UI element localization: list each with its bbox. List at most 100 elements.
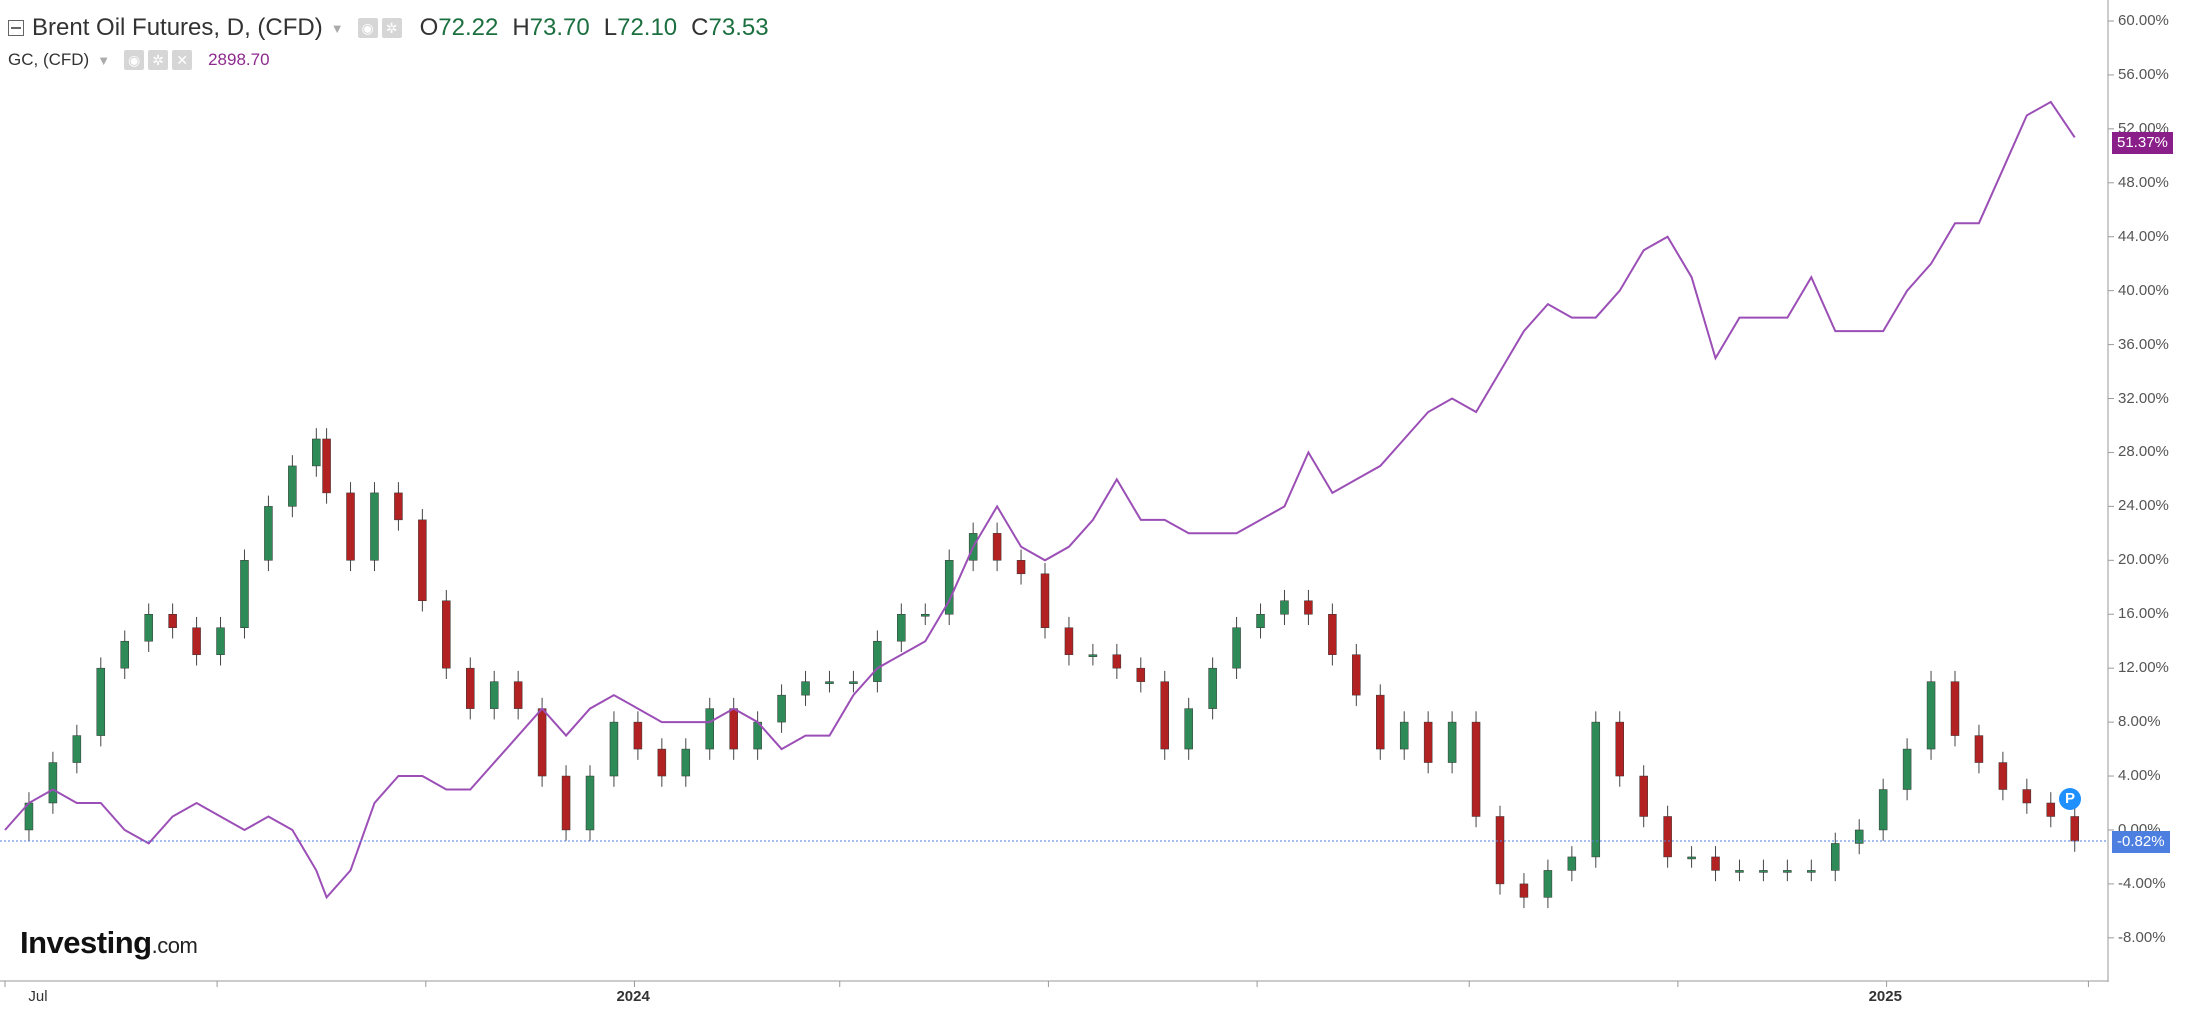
y-tick-label: 60.00%	[2118, 12, 2169, 29]
brent-candle-body	[1232, 627, 1241, 669]
gc-last-value-badge: 51.37%	[2112, 132, 2173, 154]
brent-candle-body	[897, 613, 906, 642]
brent-candle-body	[777, 694, 786, 723]
brent-candle-body	[322, 438, 331, 494]
brent-candle-body	[288, 465, 297, 507]
event-marker[interactable]: P	[2059, 788, 2081, 810]
y-tick-label: 48.00%	[2118, 173, 2169, 191]
y-tick-label: 36.00%	[2118, 335, 2169, 353]
y-tick-label: 12.00%	[2118, 659, 2169, 677]
chevron-down-icon[interactable]: ▼	[330, 20, 344, 36]
y-tick-label: 44.00%	[2118, 227, 2169, 245]
brent-candle-body	[1878, 789, 1888, 831]
eye-icon[interactable]: ◉	[124, 50, 145, 70]
brent-candle-body	[370, 492, 379, 561]
brent-candle-body	[1711, 856, 1720, 871]
y-tick-label: 32.00%	[2118, 389, 2169, 407]
brent-candle-body	[1998, 762, 2008, 790]
brent-candle-body	[1184, 708, 1193, 750]
y-tick-label: 28.00%	[2118, 443, 2169, 461]
logo-main: Investing	[20, 925, 152, 960]
brent-candle-body	[1567, 856, 1577, 871]
brent-candle-body	[1519, 883, 1529, 898]
brent-candle-body	[1950, 681, 1960, 736]
gear-icon[interactable]: ✲	[148, 50, 169, 70]
brent-candle-body	[1160, 681, 1169, 750]
open-label: O	[419, 14, 439, 41]
close-value: 73.53	[708, 14, 769, 41]
brent-candle-body	[1831, 843, 1840, 871]
x-tick-marks	[4, 981, 2089, 987]
brent-candle-body	[264, 506, 273, 561]
y-tick-marks	[2108, 20, 2114, 939]
brent-candle-body	[489, 681, 499, 709]
y-tick-label: 24.00%	[2118, 497, 2169, 515]
y-tick-label: 16.00%	[2118, 605, 2169, 623]
collapse-icon[interactable]	[8, 20, 24, 36]
y-tick-label: 4.00%	[2118, 767, 2161, 785]
legend-main: Brent Oil Futures, D, (CFD) ▼ ◉ ✲ O 72.2…	[8, 14, 769, 42]
brent-candle-body	[1591, 721, 1601, 858]
brent-candle-body	[418, 519, 427, 602]
brent-candle-body	[801, 681, 810, 696]
brent-candle-body	[1399, 721, 1409, 750]
brent-candle-body	[1112, 654, 1122, 669]
brent-candle-body	[1136, 667, 1146, 682]
brent-candle-body	[1854, 829, 1864, 844]
y-tick-label: 40.00%	[2118, 281, 2169, 299]
brent-candle-body	[609, 721, 619, 777]
y-tick-label: -4.00%	[2118, 874, 2166, 892]
x-tick-label: Jul	[28, 988, 48, 1005]
brent-candle-body	[944, 560, 954, 615]
brent-candle-body	[442, 600, 451, 669]
brent-candle-body	[1495, 816, 1505, 885]
brent-candle-body	[1328, 613, 1337, 655]
brent-candle-body	[1663, 816, 1672, 858]
brent-last-value-badge: -0.82%	[2112, 831, 2170, 853]
brent-candle-body	[849, 681, 858, 684]
brent-candle-body	[1783, 870, 1792, 873]
brent-candle-body	[1807, 870, 1816, 873]
close-label: C	[691, 14, 709, 41]
brent-candle-body	[657, 748, 667, 777]
brent-candle-body	[1543, 870, 1553, 898]
y-tick-label: 8.00%	[2118, 713, 2161, 731]
brent-candle-body	[705, 708, 714, 750]
brent-candle-body	[1064, 627, 1074, 655]
brent-candle-body	[921, 613, 930, 617]
brent-candle-body	[1471, 721, 1481, 817]
close-icon[interactable]: ✕	[172, 50, 193, 70]
brent-candle-body	[144, 613, 153, 642]
eye-icon[interactable]: ◉	[357, 18, 378, 38]
gear-icon[interactable]: ✲	[381, 18, 402, 38]
x-tick-label: 2025	[1868, 988, 1902, 1005]
chevron-down-icon[interactable]: ▼	[97, 52, 111, 68]
brent-candle-body	[1208, 667, 1217, 709]
brent-candle-body	[1926, 681, 1936, 750]
y-tick-label: 20.00%	[2118, 551, 2169, 569]
y-tick-label: 56.00%	[2118, 65, 2169, 83]
brent-candle-body	[1687, 856, 1696, 860]
brent-candle-body	[120, 640, 129, 669]
brent-candle-body	[466, 667, 475, 709]
brent-candle-body	[537, 708, 547, 777]
sub-legend-value: 2898.70	[208, 50, 270, 69]
brent-candles	[24, 428, 2079, 909]
brent-candle-body	[1016, 560, 1026, 575]
brent-candle-body	[216, 627, 225, 655]
brent-candle-body	[1256, 613, 1265, 628]
brent-candle-body	[1280, 600, 1289, 615]
brent-candle-body	[1615, 721, 1624, 777]
brent-candle-body	[1639, 775, 1648, 817]
high-value: 73.70	[529, 14, 590, 41]
brent-candle-body	[240, 560, 249, 628]
brent-candle-body	[1088, 654, 1098, 657]
brent-candle-body	[346, 492, 355, 561]
legend-sub: GC, (CFD) ▼ ◉ ✲ ✕ 2898.70	[8, 50, 270, 70]
brent-candle-body	[825, 681, 834, 684]
low-value: 72.10	[617, 14, 678, 41]
brent-candle-body	[394, 492, 403, 521]
y-tick-label: -8.00%	[2118, 928, 2166, 946]
logo-suffix: .com	[151, 933, 198, 958]
